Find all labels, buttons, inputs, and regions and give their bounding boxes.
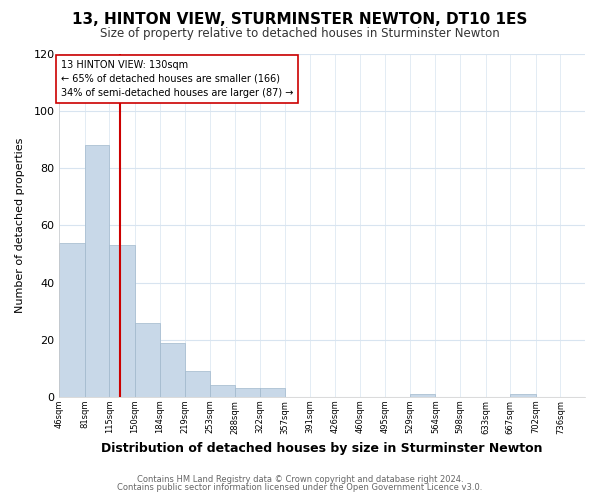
Bar [410,394,436,397]
Y-axis label: Number of detached properties: Number of detached properties [15,138,25,313]
Bar [85,146,109,397]
Bar [59,242,85,397]
Bar [209,386,235,397]
Text: Contains public sector information licensed under the Open Government Licence v3: Contains public sector information licen… [118,484,482,492]
Bar [260,388,285,397]
X-axis label: Distribution of detached houses by size in Sturminster Newton: Distribution of detached houses by size … [101,442,543,455]
Bar [510,394,536,397]
Bar [135,322,160,397]
Text: 13, HINTON VIEW, STURMINSTER NEWTON, DT10 1ES: 13, HINTON VIEW, STURMINSTER NEWTON, DT1… [73,12,527,28]
Bar [185,371,209,397]
Bar [235,388,260,397]
Bar [109,246,135,397]
Text: Contains HM Land Registry data © Crown copyright and database right 2024.: Contains HM Land Registry data © Crown c… [137,475,463,484]
Text: 13 HINTON VIEW: 130sqm
← 65% of detached houses are smaller (166)
34% of semi-de: 13 HINTON VIEW: 130sqm ← 65% of detached… [61,60,293,98]
Text: Size of property relative to detached houses in Sturminster Newton: Size of property relative to detached ho… [100,28,500,40]
Bar [160,342,185,397]
